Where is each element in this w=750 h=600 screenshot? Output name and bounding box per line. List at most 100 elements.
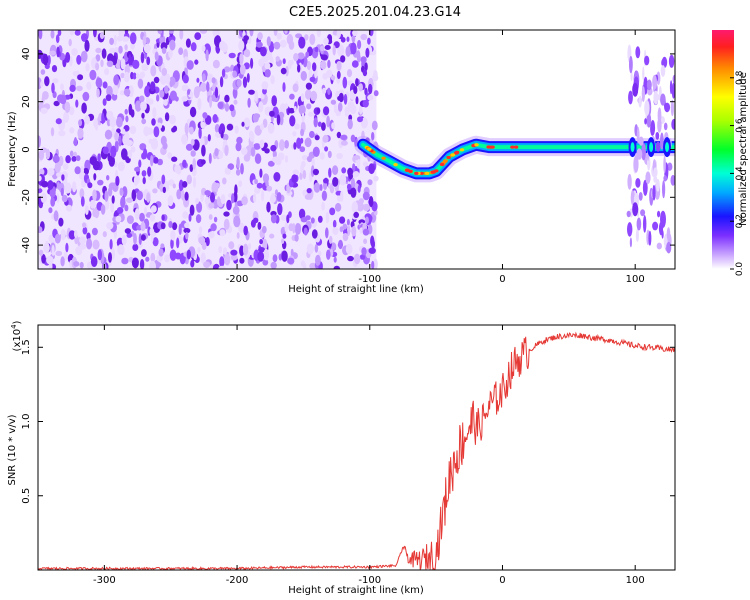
noise-blob [234,184,238,196]
noise-blob [140,234,146,241]
noise-blob [56,171,63,178]
noise-blob [161,47,167,54]
noise-blob [69,127,75,134]
noise-blob [153,157,159,164]
noise-blob [182,211,189,219]
noise-blob [306,188,312,194]
noise-blob [61,174,65,181]
noise-blob [353,171,360,178]
noise-blob [200,136,205,148]
noise-blob [291,174,298,183]
noise-blob [233,99,238,105]
noise-blob [322,134,329,143]
noise-blob [97,179,104,186]
noise-blob [280,214,288,221]
top-y-axis-ticks: -40 -20 0 20 40 [21,48,675,253]
noise-blob [62,163,69,170]
noise-blob [102,81,108,89]
noise-blob [55,118,62,125]
noise-blob [333,265,341,269]
noise-blob [146,192,151,203]
noise-blob [138,233,142,246]
noise-blob [284,30,288,34]
colorbar-gradient [712,30,734,269]
noise-blob [309,262,317,269]
noise-blob [371,120,378,131]
noise-blob [347,255,354,262]
spread-blob [653,90,659,105]
noise-blob [241,147,248,156]
noise-blob [106,118,111,127]
spread-blob [638,136,644,146]
noise-blob [185,143,194,151]
noise-blob [150,205,157,213]
noise-blob [311,158,315,167]
noise-blob [304,89,312,100]
noise-blob [235,168,241,176]
spread-blob [661,229,664,239]
noise-blob [228,241,235,250]
noise-blob [299,146,306,153]
noise-blob [348,172,353,180]
noise-blob [170,230,176,241]
noise-blob [204,190,211,196]
noise-blob [368,163,375,175]
noise-blob [258,101,264,113]
noise-blob [179,30,184,40]
noise-blob [324,45,331,50]
noise-blob [86,81,92,91]
noise-blob [79,236,87,244]
noise-blob [362,99,369,108]
noise-blob [182,159,187,168]
noise-blob [325,227,329,239]
noise-blob [259,139,265,149]
heatmap-layer [38,30,675,269]
colorbar-tick-label: 0.2 [735,214,745,228]
noise-blob [150,81,156,92]
noise-blob [161,214,165,221]
spread-blob [635,178,641,188]
noise-blob [110,145,117,158]
noise-blob [324,146,329,152]
noise-blob [298,36,306,49]
hot-spot [450,153,456,157]
noise-blob [182,181,188,188]
colorbar-tick-label: 0.8 [735,70,745,85]
noise-blob [210,192,215,203]
noise-blob [256,41,263,48]
noise-blob [134,166,141,172]
noise-blob [290,248,294,257]
noise-blob [203,261,211,269]
noise-blob [353,155,361,161]
noise-blob [243,35,250,41]
noise-blob [305,82,312,90]
noise-blob [370,235,375,247]
noise-blob [339,216,346,224]
noise-blob [342,223,348,230]
noise-blob [257,251,265,262]
noise-blob [132,243,139,251]
noise-blob [113,74,120,86]
noise-blob [121,257,129,265]
spread-blob [648,230,652,246]
noise-blob [109,239,113,250]
noise-blob [227,163,235,171]
y-tick-label: 1.5 [21,339,32,355]
noise-blob [269,194,276,204]
noise-blob [253,217,259,224]
noise-blob [275,56,280,62]
noise-blob [239,257,245,264]
noise-blob [256,182,263,189]
spread-blob [630,71,633,81]
noise-blob [50,127,55,137]
noise-blob [270,214,277,224]
noise-blob [207,134,211,142]
noise-blob [95,54,101,62]
noise-blob [60,83,64,91]
noise-blob [151,118,156,126]
noise-blob [150,65,157,77]
spread-sideband [632,82,639,97]
noise-blob [323,106,330,116]
noise-blob [125,115,129,123]
hot-spot [455,150,460,154]
